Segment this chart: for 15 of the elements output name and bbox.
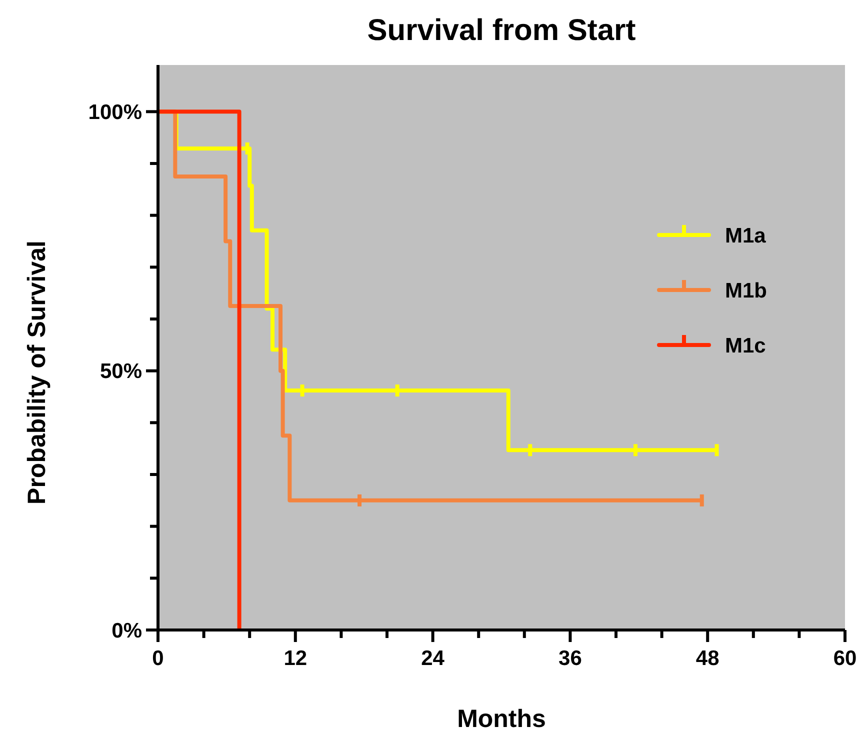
y-axis-title: Probability of Survival (23, 240, 51, 504)
y-tick-label: 0% (112, 619, 142, 642)
x-tick-label: 36 (558, 647, 582, 670)
chart-title: Survival from Start (367, 14, 636, 47)
x-tick-label: 24 (421, 647, 445, 670)
x-tick-label: 12 (284, 647, 308, 670)
x-tick-label: 0 (152, 647, 164, 670)
y-tick-label: 100% (88, 101, 142, 124)
legend-label: M1a (725, 224, 766, 248)
legend-label: M1c (725, 334, 766, 358)
legend-label: M1b (725, 279, 767, 302)
x-tick-label: 60 (833, 647, 857, 670)
x-axis-title: Months (457, 705, 546, 733)
x-tick-label: 48 (696, 647, 720, 670)
y-tick-label: 50% (100, 360, 142, 384)
